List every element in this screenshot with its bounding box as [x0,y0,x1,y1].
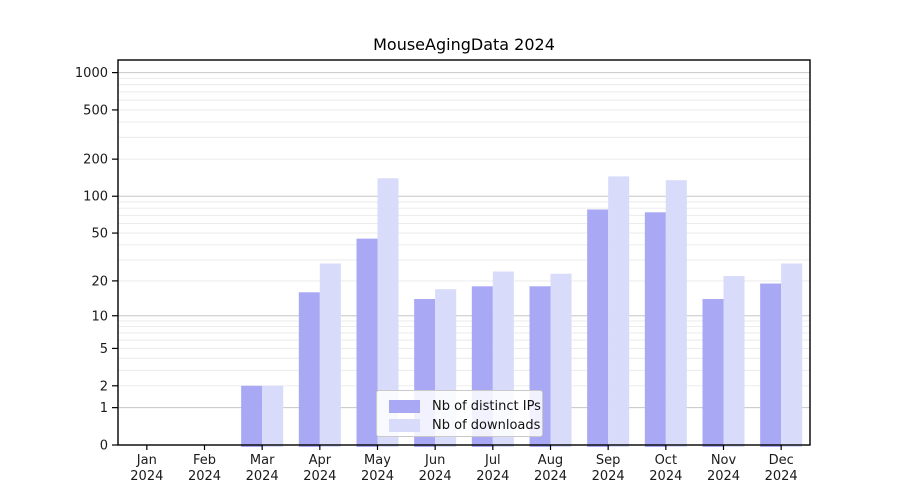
y-tick-label-100: 100 [83,190,108,205]
x-tick-label-may: May [364,453,391,468]
x-tick-year-aug: 2024 [534,469,567,484]
bar-distinct-ips-apr [298,292,320,447]
chart-title: MouseAgingData 2024 [373,35,555,54]
bar-distinct-ips-oct [644,212,666,447]
y-tick-label-200: 200 [83,153,108,168]
axes-layer [112,59,811,450]
y-tick-label-1: 1 [100,401,108,416]
y-tick-label-500: 500 [83,103,108,118]
x-tick-year-dec: 2024 [765,469,798,484]
x-tick-year-feb: 2024 [188,469,221,484]
x-tick-year-jan: 2024 [130,469,163,484]
bar-distinct-ips-mar [241,385,263,447]
x-tick-year-nov: 2024 [707,469,740,484]
x-tick-year-may: 2024 [361,469,394,484]
x-tick-label-sep: Sep [596,453,621,468]
y-tick-label-1000: 1000 [75,66,108,81]
legend-label-distinct-ips: Nb of distinct IPs [432,399,541,414]
x-tick-year-apr: 2024 [303,469,336,484]
bar-downloads-aug [550,273,572,447]
x-tick-year-oct: 2024 [649,469,682,484]
x-tick-year-sep: 2024 [592,469,625,484]
x-tick-label-nov: Nov [711,453,737,468]
tick-labels-layer: 01251020501002005001000Jan2024Feb2024Mar… [75,66,798,484]
bar-distinct-ips-dec [760,283,782,447]
legend-swatch-distinct-ips [389,400,420,413]
x-tick-label-jan: Jan [136,453,157,468]
legend: Nb of distinct IPs Nb of downloads [376,390,543,437]
legend-item-distinct-ips: Nb of distinct IPs [389,397,542,416]
x-tick-label-jul: Jul [484,453,501,468]
x-tick-label-jun: Jun [424,453,445,468]
x-tick-year-jun: 2024 [419,469,452,484]
bar-downloads-nov [723,275,745,447]
x-tick-label-dec: Dec [769,453,794,468]
bar-distinct-ips-may [356,238,378,447]
bar-downloads-mar [262,385,284,447]
bar-distinct-ips-sep [587,209,609,447]
legend-label-downloads: Nb of downloads [432,418,541,433]
y-tick-label-5: 5 [100,342,108,357]
y-tick-label-50: 50 [91,227,108,242]
y-tick-label-10: 10 [91,309,108,324]
legend-swatch-downloads [389,419,420,432]
bar-downloads-oct [665,180,687,448]
bar-downloads-may [377,178,399,447]
x-tick-label-oct: Oct [655,453,677,468]
y-tick-label-20: 20 [91,274,108,289]
x-tick-label-apr: Apr [309,453,332,468]
x-tick-label-aug: Aug [538,453,563,468]
x-tick-label-mar: Mar [250,453,275,468]
bar-downloads-apr [319,263,341,447]
y-tick-label-2: 2 [100,379,108,394]
y-tick-label-0: 0 [100,439,108,454]
x-tick-year-mar: 2024 [246,469,279,484]
plot-border [117,59,811,446]
x-tick-year-jul: 2024 [476,469,509,484]
bar-distinct-ips-nov [702,299,724,447]
legend-item-downloads: Nb of downloads [389,416,542,435]
bar-downloads-dec [781,263,803,447]
x-tick-label-feb: Feb [193,453,216,468]
bar-downloads-sep [608,176,630,447]
